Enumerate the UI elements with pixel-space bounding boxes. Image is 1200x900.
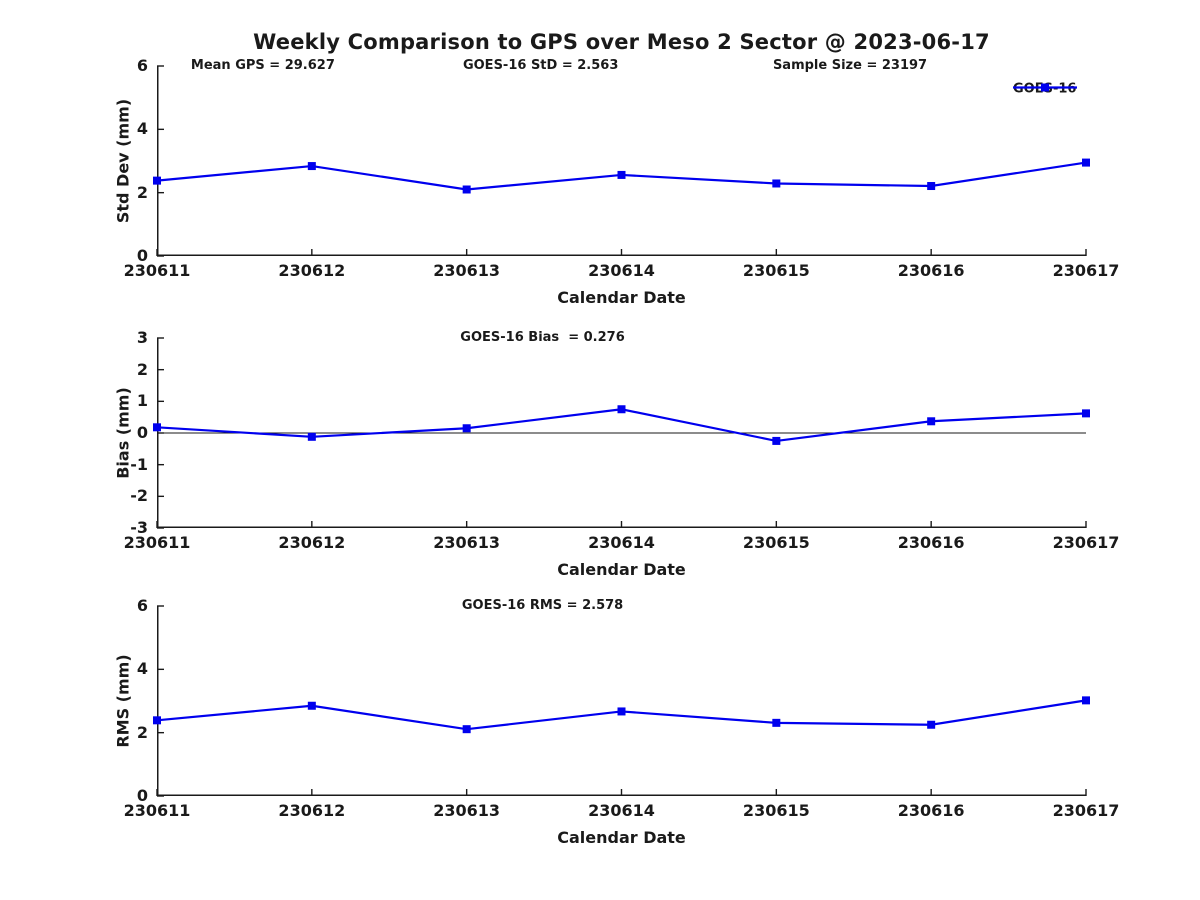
x-tick-label: 230616 [897,261,965,280]
y-tick-label: 4 [136,119,148,139]
y-tick-label: 2 [136,722,148,742]
y-tick-label: 0 [136,246,148,265]
x-tick-label: 230613 [433,801,501,820]
x-tick-label: 230611 [123,533,191,552]
data-point-marker [927,720,936,729]
data-point-marker [307,162,316,171]
x-tick-label: 230613 [433,533,501,552]
legend-line-marker-icon [1013,83,1077,92]
data-point-marker [1082,409,1090,418]
plot-area-std-dev: Mean GPS = 29.627 GOES-16 StD = 2.563 Sa… [124,58,1120,279]
y-tick-label: -3 [130,518,148,537]
y-tick-label: 4 [136,659,148,679]
data-point-marker [772,718,781,727]
y-tick-label: 3 [136,328,148,347]
data-point-marker [927,417,936,426]
x-tick-label: 230614 [588,533,655,552]
x-tick-label: 230614 [588,261,655,280]
data-point-marker [617,405,626,414]
x-axis-label-rms: Calendar Date [557,828,686,847]
y-tick-label: 0 [136,786,148,805]
chart-canvas [153,65,1090,257]
x-tick-label: 230616 [897,801,965,820]
y-tick-label: 2 [136,182,148,202]
data-point-marker [772,179,781,188]
annotation-sample-size: Sample Size = 23197 [772,57,928,73]
y-axis-label-rms: RMS (mm) [113,654,133,748]
data-point-marker [1082,696,1090,705]
plot-area-bias: GOES-16 Bias = 0.276 -3 -2 -1 0 1 2 3 230611 230… [124,330,1120,551]
x-tick-label: 230612 [278,533,346,552]
data-point-marker [307,432,316,441]
data-point-marker [153,716,161,725]
data-point-marker [462,185,471,194]
x-tick-label: 230615 [742,801,810,820]
y-tick-label: 6 [136,56,148,75]
data-point-marker [462,424,471,433]
subplot-rms: RMS (mm) GOES-16 RMS = 2.578 0 2 4 6 230611 2… [114,598,1120,848]
annotation-goes16-rms: GOES-16 RMS = 2.578 [461,597,624,613]
data-point-marker [462,725,471,734]
data-point-marker [927,182,936,191]
data-point-marker [153,176,161,185]
data-point-marker [617,170,626,179]
annotation-goes16-bias: GOES-16 Bias = 0.276 [460,329,625,345]
chart-canvas [153,605,1090,797]
legend: GOES-16 [1013,82,1077,97]
subplot-bias: Bias (mm) GOES-16 Bias = 0.276 -3 -2 -1 0 1 2… [114,330,1120,580]
data-point-marker [1082,158,1090,167]
data-point-marker [617,707,626,716]
subplot-std-dev: Std Dev (mm) Mean GPS = 29.627 GOES-16 S… [114,58,1120,308]
x-tick-label: 230611 [123,801,191,820]
x-tick-label: 230613 [433,261,501,280]
x-axis-label-std-dev: Calendar Date [557,288,686,307]
x-tick-label: 230617 [1052,801,1120,820]
y-tick-label: 6 [136,596,148,615]
x-tick-label: 230611 [123,261,191,280]
y-tick-label: -1 [130,454,148,474]
y-tick-label: 2 [136,359,148,379]
chart-title: Weekly Comparison to GPS over Meso 2 Sec… [253,30,990,54]
x-tick-label: 230617 [1052,533,1120,552]
plot-area-rms: GOES-16 RMS = 2.578 0 2 4 6 230611 230612 2306… [124,598,1120,819]
x-tick-label: 230615 [742,261,810,280]
data-point-marker [153,423,161,432]
chart-canvas [153,337,1090,529]
y-tick-label: 1 [136,391,148,411]
x-tick-label: 230614 [588,801,655,820]
x-tick-label: 230615 [742,533,810,552]
x-tick-label: 230612 [278,261,346,280]
series-line [156,408,1087,443]
data-point-marker [772,436,781,445]
y-axis-label-std-dev: Std Dev (mm) [113,98,133,224]
x-axis-label-bias: Calendar Date [557,560,686,579]
data-point-marker [307,701,316,710]
y-tick-label: -2 [130,486,148,506]
y-tick-label: 0 [136,423,148,442]
x-tick-label: 230612 [278,801,346,820]
x-tick-label: 230616 [897,533,965,552]
annotation-goes16-std: GOES-16 StD = 2.563 [462,57,619,73]
x-tick-label: 230617 [1052,261,1120,280]
annotation-mean-gps: Mean GPS = 29.627 [190,57,335,73]
